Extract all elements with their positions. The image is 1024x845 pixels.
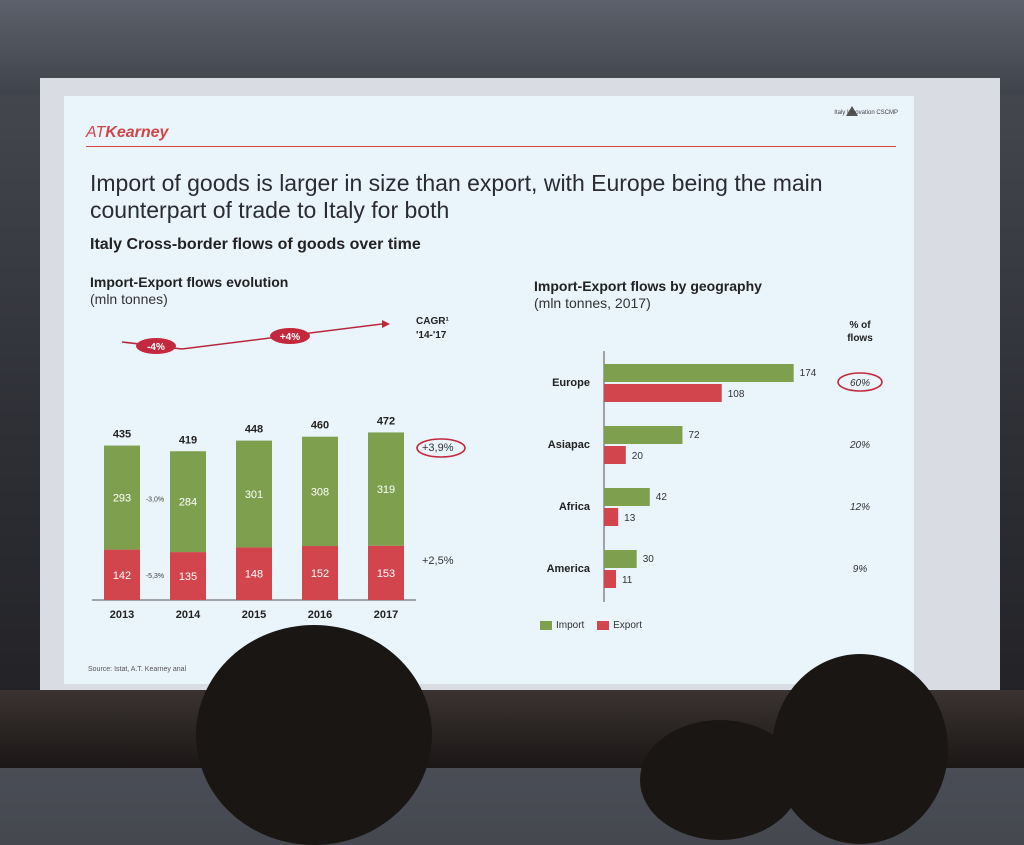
- right-chart-legend: Import Export: [540, 620, 642, 631]
- export-bar: [236, 547, 272, 600]
- import-value-label: 42: [656, 492, 668, 503]
- import-bar: [104, 445, 140, 550]
- import-bar: [604, 488, 650, 506]
- export-bar: [604, 508, 619, 526]
- import-value-label: 72: [688, 430, 700, 441]
- import-value-label: 174: [800, 368, 817, 379]
- share-value: 12%: [850, 502, 870, 513]
- export-value-label: 148: [245, 569, 263, 581]
- slide: ATKearney Italy Innovation CSCMP Import …: [64, 96, 914, 684]
- legend-import-label: Import: [556, 620, 585, 631]
- import-value-label: 319: [377, 484, 395, 496]
- export-value-label: 108: [728, 389, 745, 400]
- share-value: 9%: [853, 564, 868, 575]
- import-value-label: 293: [113, 493, 131, 505]
- share-value: 60%: [850, 378, 870, 389]
- import-bar: [368, 432, 404, 546]
- change-export-label: -5,3%: [146, 573, 164, 580]
- trend-up-label: +4%: [280, 332, 300, 343]
- x-tick-label: 2015: [242, 609, 266, 621]
- header-rule: [86, 146, 896, 147]
- import-bar: [302, 436, 338, 547]
- category-label: Africa: [559, 501, 591, 513]
- export-bar: [302, 546, 338, 600]
- x-tick-label: 2016: [308, 609, 332, 621]
- legend-import-swatch: [540, 620, 552, 630]
- right-chart-unit: (mln tonnes, 2017): [534, 295, 651, 311]
- category-label: America: [547, 563, 591, 575]
- total-value-label: 435: [113, 429, 131, 441]
- share-value: 20%: [849, 440, 870, 451]
- import-export-evolution-chart: 142 293 435 2013 135 284 419 2014 148 301 448 2015 1…: [92, 316, 466, 621]
- export-bar: [604, 446, 626, 464]
- share-highlight-circle: [837, 372, 883, 392]
- org-logo-icon: [846, 106, 858, 116]
- cagr-import-value: +3,9%: [422, 442, 454, 454]
- export-bar: [604, 570, 616, 588]
- org-logo-text: Italy Innovation CSCMP: [834, 110, 898, 116]
- import-value-label: 308: [311, 486, 329, 498]
- export-bar: [104, 549, 140, 600]
- atkearney-logo: ATKearney: [86, 124, 169, 141]
- trend-arrow-head: [382, 320, 390, 328]
- category-label: Asiapac: [548, 439, 590, 451]
- source-note: Source: Istat, A.T. Kearney anal: [88, 666, 187, 673]
- total-value-label: 448: [245, 424, 263, 436]
- import-value-label: 30: [643, 554, 655, 565]
- export-value-label: 11: [622, 575, 633, 586]
- cagr-period: '14-'17: [416, 330, 447, 341]
- trend-down-label: -4%: [147, 342, 165, 353]
- export-bar: [368, 545, 404, 600]
- legend-export-label: Export: [613, 620, 643, 631]
- export-value-label: 135: [179, 571, 197, 583]
- legend-export-swatch: [597, 620, 610, 630]
- flows-by-geography-chart: % of flows 174 108 Europe 60% 72 20 Asiapac 20% 42…: [547, 320, 883, 602]
- left-chart-unit: (mln tonnes): [90, 291, 168, 307]
- slide-title: Import of goods is larger in size than e…: [90, 170, 823, 223]
- share-header-2: flows: [847, 333, 873, 344]
- import-bar: [170, 451, 206, 553]
- import-value-label: 284: [179, 497, 197, 509]
- export-value-label: 13: [624, 513, 636, 524]
- export-value-label: 152: [311, 568, 329, 580]
- import-bar: [604, 364, 794, 382]
- export-bar: [604, 384, 722, 402]
- import-bar: [236, 440, 272, 548]
- trend-up-badge: [270, 328, 310, 344]
- export-value-label: 142: [113, 570, 131, 582]
- cagr-import-circle: [416, 438, 466, 458]
- cagr-header: CAGR¹: [416, 316, 449, 327]
- change-import-label: -3,0%: [146, 497, 164, 504]
- import-value-label: 301: [245, 489, 263, 501]
- import-bar: [604, 550, 637, 568]
- cagr-export-value: +2,5%: [422, 555, 454, 567]
- trend-down-badge: [136, 338, 176, 354]
- x-tick-label: 2017: [374, 609, 398, 621]
- export-value-label: 153: [377, 568, 395, 580]
- total-value-label: 472: [377, 415, 395, 427]
- export-bar: [170, 552, 206, 600]
- total-value-label: 419: [179, 434, 197, 446]
- total-value-label: 460: [311, 420, 329, 432]
- export-value-label: 20: [632, 451, 644, 462]
- left-chart-title: Import-Export flows evolution: [90, 274, 289, 290]
- import-bar: [604, 426, 683, 444]
- category-label: Europe: [552, 377, 590, 389]
- x-tick-label: 2014: [176, 609, 201, 621]
- share-header: % of: [849, 320, 871, 331]
- x-tick-label: 2013: [110, 609, 134, 621]
- audience-head: [772, 654, 948, 844]
- right-chart-title: Import-Export flows by geography: [534, 278, 762, 294]
- slide-subtitle: Italy Cross-border flows of goods over t…: [90, 236, 421, 253]
- audience-head: [196, 625, 432, 845]
